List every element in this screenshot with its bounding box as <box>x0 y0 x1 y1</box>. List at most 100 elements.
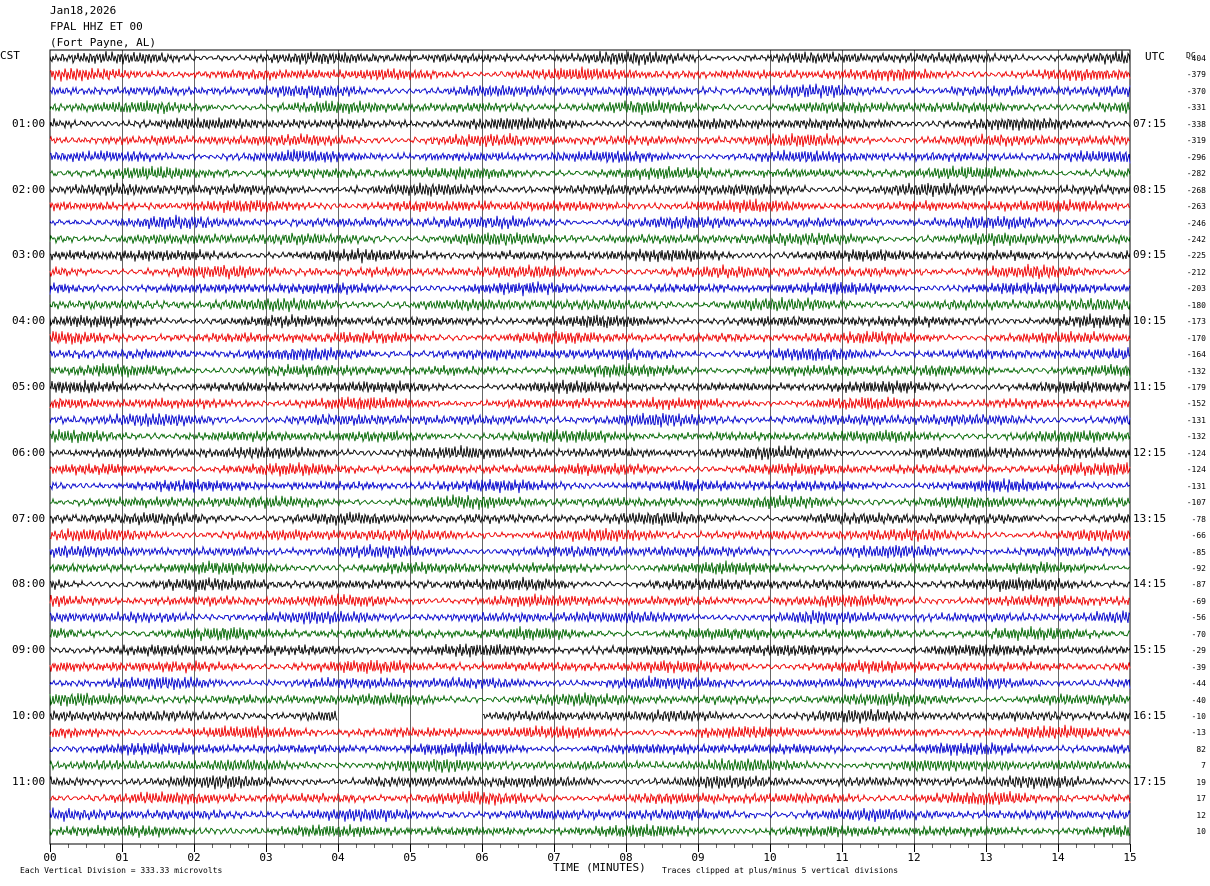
x-tick-label: 12 <box>907 851 921 864</box>
left-timezone-label: CST <box>0 49 20 62</box>
x-tick-label: 02 <box>187 851 201 864</box>
right-hour-label: 07:15 <box>1133 116 1167 130</box>
seismic-trace <box>49 445 1131 461</box>
dc-offset-label: -131 <box>1186 481 1206 491</box>
location-label: (Fort Payne, AL) <box>50 36 156 49</box>
seismic-trace <box>49 758 1131 773</box>
plot-frame <box>49 49 1131 845</box>
right-hour-label: 11:15 <box>1133 380 1167 393</box>
seismic-trace <box>49 214 1131 230</box>
right-hour-label: 09:15 <box>1133 248 1167 262</box>
dc-offset-label: -78 <box>1191 514 1206 524</box>
dc-header-label: DC <box>1186 51 1196 60</box>
x-tick-label: 14 <box>1051 851 1065 864</box>
dc-offset-label: -242 <box>1186 234 1206 244</box>
seismic-trace <box>49 379 1131 395</box>
seismic-trace <box>49 659 1131 674</box>
dc-offset-label: -225 <box>1186 251 1206 261</box>
left-hour-label: 08:00 <box>12 577 46 591</box>
dc-offset-label: -404 <box>1186 54 1206 63</box>
seismic-trace <box>49 724 1131 740</box>
seismic-trace <box>49 116 1131 131</box>
dc-offset-label: -179 <box>1186 383 1206 392</box>
left-hour-label: 10:00 <box>12 709 46 722</box>
dc-offset-label: -124 <box>1186 465 1206 475</box>
seismic-trace <box>49 182 1131 197</box>
dc-offset-label: -370 <box>1186 86 1206 96</box>
seismic-trace <box>49 248 1131 264</box>
left-hour-label: 11:00 <box>12 774 46 788</box>
left-hour-label: 02:00 <box>12 182 46 196</box>
dc-offset-label: -164 <box>1186 350 1206 360</box>
dc-offset-label: -263 <box>1186 202 1206 212</box>
right-hour-label: 16:15 <box>1133 709 1167 722</box>
dc-offset-label: -282 <box>1186 169 1206 179</box>
seismic-trace <box>49 149 1131 164</box>
right-hour-label: 10:15 <box>1133 314 1167 328</box>
x-tick-label: 07 <box>547 851 561 864</box>
dc-offset-label: -69 <box>1191 596 1206 606</box>
dc-offset-label: -92 <box>1191 563 1206 573</box>
seismic-trace <box>49 643 1131 658</box>
dc-offset-label: -203 <box>1186 284 1206 294</box>
left-hour-label: 07:00 <box>12 511 46 525</box>
seismic-trace <box>49 626 1131 642</box>
dc-offset-label: -13 <box>1191 728 1206 738</box>
dc-offset-label: -85 <box>1191 547 1206 557</box>
seismic-trace <box>49 281 1131 297</box>
dc-offset-label: -124 <box>1186 448 1206 458</box>
right-hour-label: 17:15 <box>1133 774 1167 788</box>
dc-offset-label: -10 <box>1191 712 1206 721</box>
dc-offset-label: -331 <box>1186 103 1206 113</box>
seismic-trace <box>49 347 1131 361</box>
dc-offset-label: -132 <box>1186 432 1206 442</box>
dc-offset-label: 17 <box>1196 794 1206 804</box>
x-tick-label: 05 <box>403 851 417 864</box>
right-hour-label: 13:15 <box>1133 511 1167 525</box>
dc-offset-label: 12 <box>1196 810 1206 820</box>
dc-offset-label: -170 <box>1186 333 1206 343</box>
dc-offset-label: -152 <box>1186 399 1206 409</box>
clipping-note: Traces clipped at plus/minus 5 vertical … <box>662 866 899 875</box>
dc-offset-label: -268 <box>1186 185 1206 195</box>
seismic-trace <box>49 610 1131 625</box>
dc-offset-label: -296 <box>1186 152 1206 162</box>
seismic-trace <box>49 691 1131 707</box>
dc-offset-label: -44 <box>1191 679 1206 689</box>
x-tick-label: 00 <box>43 851 57 864</box>
seismic-trace <box>49 330 1131 345</box>
right-hour-label: 08:15 <box>1133 182 1167 196</box>
seismic-trace <box>49 560 1131 575</box>
seismic-trace <box>49 99 1131 115</box>
dc-offset-label: -212 <box>1186 267 1206 277</box>
right-hour-label: 14:15 <box>1133 577 1167 591</box>
seismic-trace <box>49 478 1131 494</box>
seismic-trace <box>49 83 1131 99</box>
seismic-trace <box>49 593 1131 608</box>
seismic-trace <box>49 66 1131 82</box>
right-hour-label: 12:15 <box>1133 445 1167 459</box>
dc-offset-label: -39 <box>1191 662 1206 672</box>
seismic-trace <box>49 708 1131 724</box>
seismic-trace <box>49 775 1131 790</box>
seismic-trace <box>49 165 1131 181</box>
seismic-trace <box>49 528 1131 543</box>
right-hour-label: 15:15 <box>1133 643 1167 657</box>
left-hour-label: 05:00 <box>12 380 46 393</box>
seismic-trace <box>49 198 1131 214</box>
left-hour-label: 03:00 <box>12 248 46 262</box>
dc-offset-label: -70 <box>1191 629 1206 639</box>
seismic-trace <box>49 297 1131 313</box>
dc-offset-label: -180 <box>1186 300 1206 310</box>
x-tick-label: 15 <box>1123 851 1137 864</box>
dc-offset-label: -40 <box>1191 695 1206 705</box>
dc-offset-label: -66 <box>1191 531 1206 541</box>
dc-offset-label: -132 <box>1186 366 1206 376</box>
left-hour-label: 09:00 <box>12 643 46 657</box>
station-label: FPAL HHZ ET 00 <box>50 20 143 33</box>
seismic-trace <box>49 807 1131 823</box>
seismic-trace <box>49 313 1131 329</box>
seismic-trace <box>49 790 1131 806</box>
left-hour-label: 01:00 <box>12 116 46 130</box>
